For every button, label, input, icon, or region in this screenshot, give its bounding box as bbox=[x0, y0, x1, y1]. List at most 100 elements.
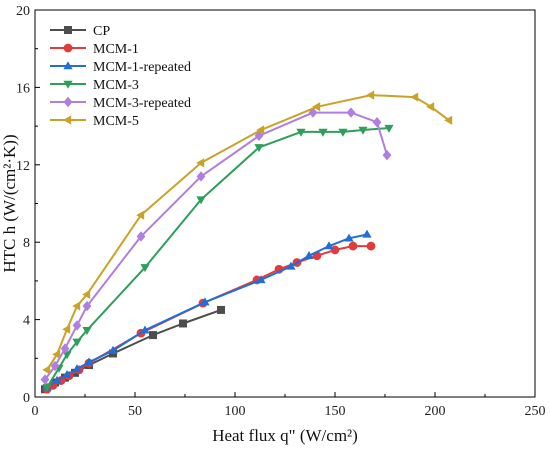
x-tick-label: 250 bbox=[525, 404, 546, 419]
y-tick-label: 8 bbox=[23, 236, 30, 251]
plot-area bbox=[40, 90, 453, 394]
x-tick-label: 100 bbox=[225, 404, 246, 419]
data-point bbox=[62, 324, 71, 334]
data-point bbox=[84, 357, 94, 366]
x-tick-label: 50 bbox=[128, 404, 142, 419]
legend: CP MCM-1 MCM-1-repeated MCM-3 MCM-3-repeated… bbox=[50, 24, 191, 129]
legend-marker bbox=[63, 43, 73, 53]
data-point bbox=[312, 102, 321, 112]
legend-label: MCM-3 bbox=[93, 78, 139, 93]
legend-marker bbox=[63, 80, 73, 89]
data-point bbox=[52, 349, 61, 360]
axis-ticks: 0 50 100 150 200 250 0 4 8 12 16 20 bbox=[16, 4, 546, 419]
data-point bbox=[140, 264, 150, 273]
legend-label: CP bbox=[93, 24, 110, 39]
data-point bbox=[72, 364, 82, 373]
data-point bbox=[366, 241, 376, 251]
data-point bbox=[256, 275, 266, 284]
series-line bbox=[46, 94, 450, 371]
x-tick-label: 200 bbox=[425, 404, 446, 419]
data-point bbox=[254, 144, 264, 153]
data-point bbox=[82, 300, 92, 312]
data-point bbox=[362, 229, 372, 238]
series-mcm-3 bbox=[42, 124, 394, 393]
data-point bbox=[286, 261, 296, 270]
legend-item: MCM-3 bbox=[50, 78, 139, 93]
data-point bbox=[358, 126, 368, 135]
legend-label: MCM-1-repeated bbox=[93, 60, 191, 75]
data-point bbox=[410, 92, 419, 102]
data-point bbox=[196, 171, 206, 182]
data-point bbox=[366, 90, 375, 100]
legend-item: CP bbox=[50, 24, 110, 39]
data-point bbox=[149, 331, 157, 340]
y-tick-label: 20 bbox=[16, 4, 30, 19]
series-mcm-1-repeated bbox=[42, 229, 372, 391]
series-line bbox=[46, 245, 371, 391]
data-point bbox=[196, 196, 206, 205]
data-point bbox=[256, 125, 265, 135]
data-point bbox=[324, 241, 334, 250]
data-point bbox=[136, 231, 146, 242]
data-point bbox=[382, 149, 392, 161]
data-point bbox=[108, 345, 118, 354]
series-mcm-1 bbox=[42, 241, 376, 394]
data-point bbox=[372, 117, 382, 128]
legend-label: MCM-1 bbox=[93, 42, 139, 57]
data-point bbox=[72, 301, 81, 311]
data-point bbox=[52, 375, 62, 384]
y-tick-label: 0 bbox=[23, 391, 30, 406]
data-point bbox=[140, 325, 150, 334]
series-line bbox=[46, 127, 390, 388]
series-cp bbox=[41, 305, 225, 394]
data-point bbox=[82, 327, 92, 336]
data-point bbox=[296, 128, 306, 137]
legend-item: MCM-3-repeated bbox=[50, 96, 191, 111]
series-mcm-5 bbox=[42, 90, 453, 375]
legend-item: MCM-1-repeated bbox=[50, 60, 191, 75]
y-tick-label: 16 bbox=[16, 81, 30, 96]
x-tick-label: 150 bbox=[325, 404, 346, 419]
data-point bbox=[318, 128, 328, 137]
data-point bbox=[200, 297, 210, 306]
data-point bbox=[40, 374, 50, 385]
data-point bbox=[217, 305, 225, 314]
legend-label: MCM-3-repeated bbox=[93, 96, 191, 111]
data-point bbox=[384, 124, 394, 133]
data-point bbox=[304, 250, 314, 259]
data-point bbox=[42, 384, 52, 393]
x-axis-title: Heat flux q" (W/cm²) bbox=[212, 426, 358, 445]
data-point bbox=[82, 289, 91, 300]
y-tick-label: 4 bbox=[23, 314, 30, 329]
data-point bbox=[50, 360, 60, 372]
y-tick-label: 12 bbox=[16, 159, 30, 174]
data-point bbox=[62, 369, 72, 378]
data-point bbox=[344, 233, 354, 242]
legend-marker bbox=[63, 96, 73, 108]
legend-marker bbox=[63, 61, 73, 70]
y-axis-title: HTC h (W/(cm²·K)) bbox=[0, 134, 19, 272]
data-point bbox=[444, 115, 453, 125]
x-tick-label: 0 bbox=[32, 404, 39, 419]
legend-item: MCM-1 bbox=[50, 42, 139, 57]
data-point bbox=[196, 158, 205, 168]
data-point bbox=[72, 320, 82, 331]
data-point bbox=[42, 365, 51, 375]
data-point bbox=[72, 338, 82, 347]
legend-label: MCM-5 bbox=[93, 114, 139, 129]
data-point bbox=[254, 130, 264, 141]
data-point bbox=[136, 210, 145, 220]
data-point bbox=[426, 102, 435, 112]
legend-item: MCM-5 bbox=[50, 114, 139, 129]
series-mcm-3-repeated bbox=[40, 107, 392, 385]
data-point bbox=[308, 107, 318, 118]
data-point bbox=[179, 319, 187, 328]
legend-marker bbox=[64, 26, 72, 34]
data-point bbox=[330, 245, 340, 255]
data-point bbox=[346, 107, 356, 118]
data-point bbox=[338, 128, 348, 137]
legend-marker bbox=[63, 115, 72, 125]
data-point bbox=[60, 343, 70, 354]
data-point bbox=[348, 241, 358, 251]
